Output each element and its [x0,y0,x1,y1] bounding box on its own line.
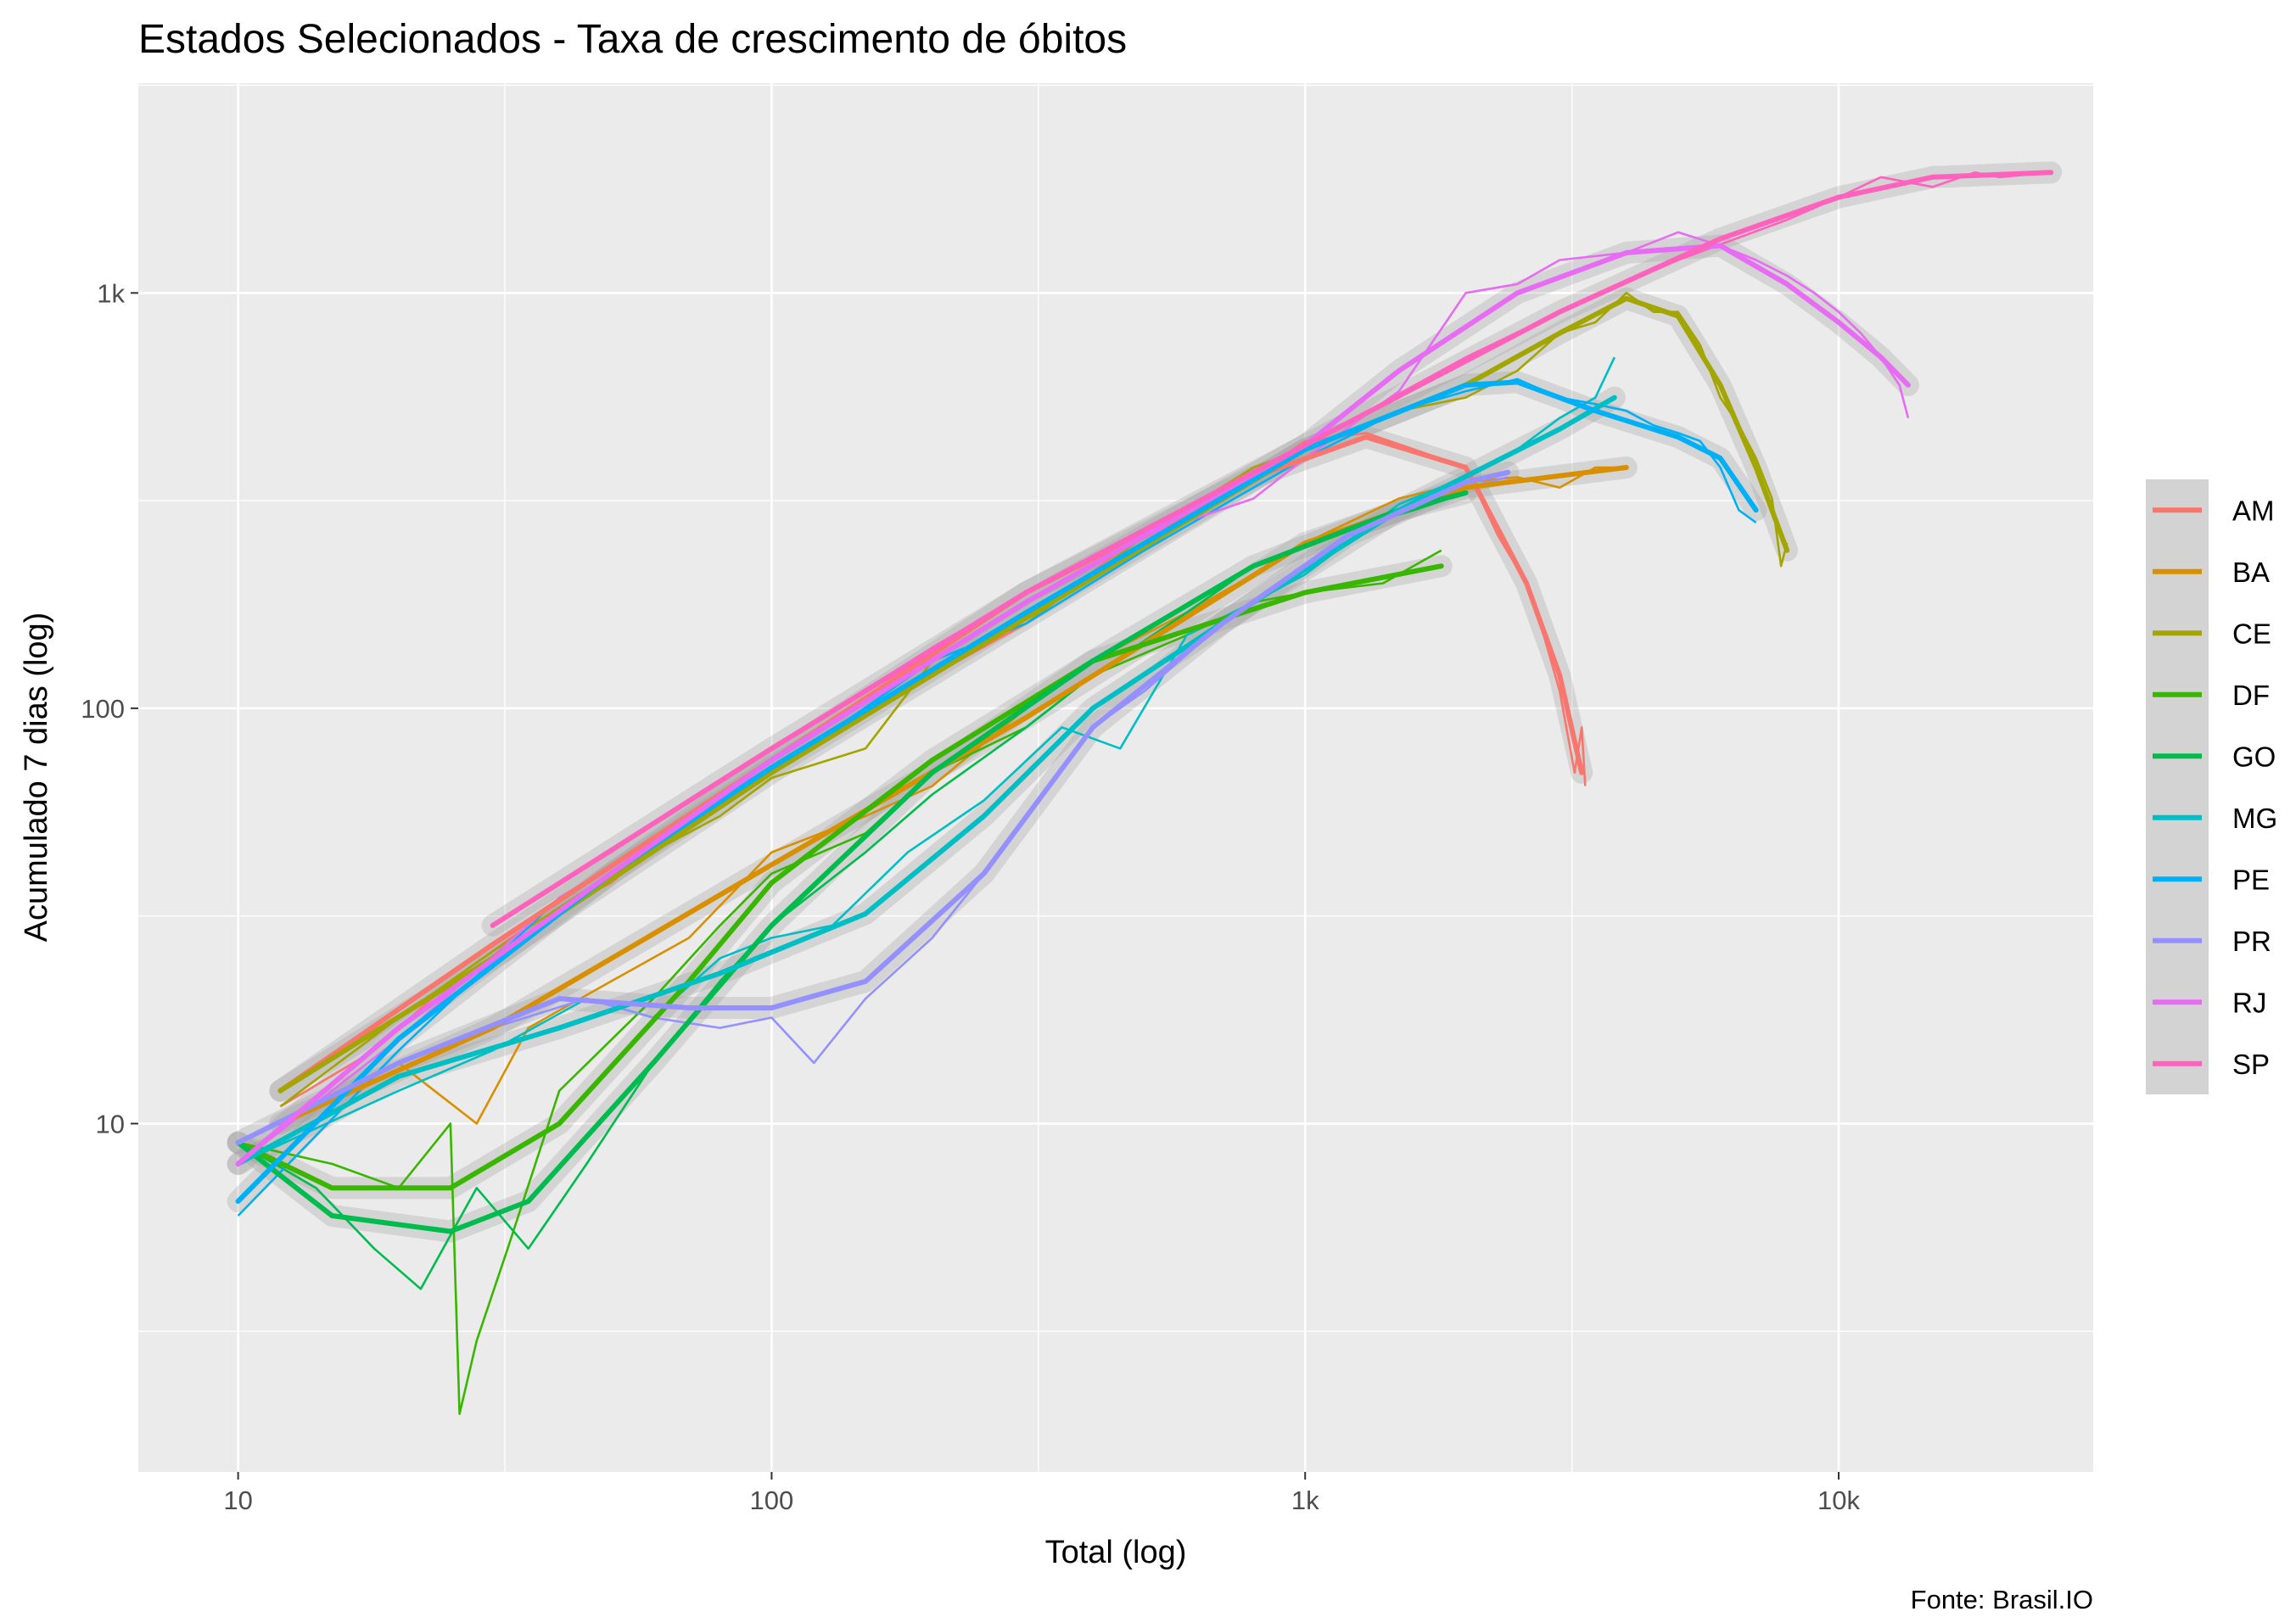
series-trend-df [235,563,1444,1191]
legend-label-go: GO [2232,741,2276,772]
legend-label-pr: PR [2232,926,2271,957]
y-axis: 10 100 1k [81,278,138,1139]
legend-key-background [2146,479,2209,1094]
series-layer [227,161,2063,1415]
legend: AM BA CE DF GO MG PE PR RJ SP [2146,479,2277,1094]
y-tick-label: 10 [96,1109,125,1139]
x-tick-label: 10k [1817,1486,1860,1515]
plot-panel [138,83,2093,1472]
x-tick-label: 100 [750,1486,794,1515]
series-trend-mg [235,394,1617,1167]
legend-label-df: DF [2232,680,2270,711]
legend-label-sp: SP [2232,1049,2270,1080]
series-trend-pr [235,469,1511,1145]
x-tick-label: 1k [1291,1486,1319,1515]
legend-label-rj: RJ [2232,987,2266,1018]
legend-label-mg: MG [2232,803,2277,834]
chart-title: Estados Selecionados - Taxa de crescimen… [138,17,1127,62]
legend-label-ba: BA [2232,557,2270,588]
legend-label-am: AM [2232,495,2275,526]
series-trend-go [235,490,1469,1234]
x-axis-title: Total (log) [1045,1535,1187,1570]
legend-label-pe: PE [2232,864,2270,895]
y-axis-title: Acumulado 7 dias (log) [19,613,54,943]
series-trend-am [277,434,1585,1094]
x-axis: 10 100 1k 10k [223,1472,1860,1515]
series-trend-rj [235,243,1911,1167]
x-tick-label: 10 [223,1486,252,1515]
legend-label-ce: CE [2232,618,2271,649]
y-tick-label: 100 [81,694,125,724]
caption: Fonte: Brasil.IO [1911,1585,2093,1614]
series-trend-sp [490,170,2054,928]
series-trend-ce [277,295,1790,1094]
y-tick-label: 1k [97,278,125,308]
